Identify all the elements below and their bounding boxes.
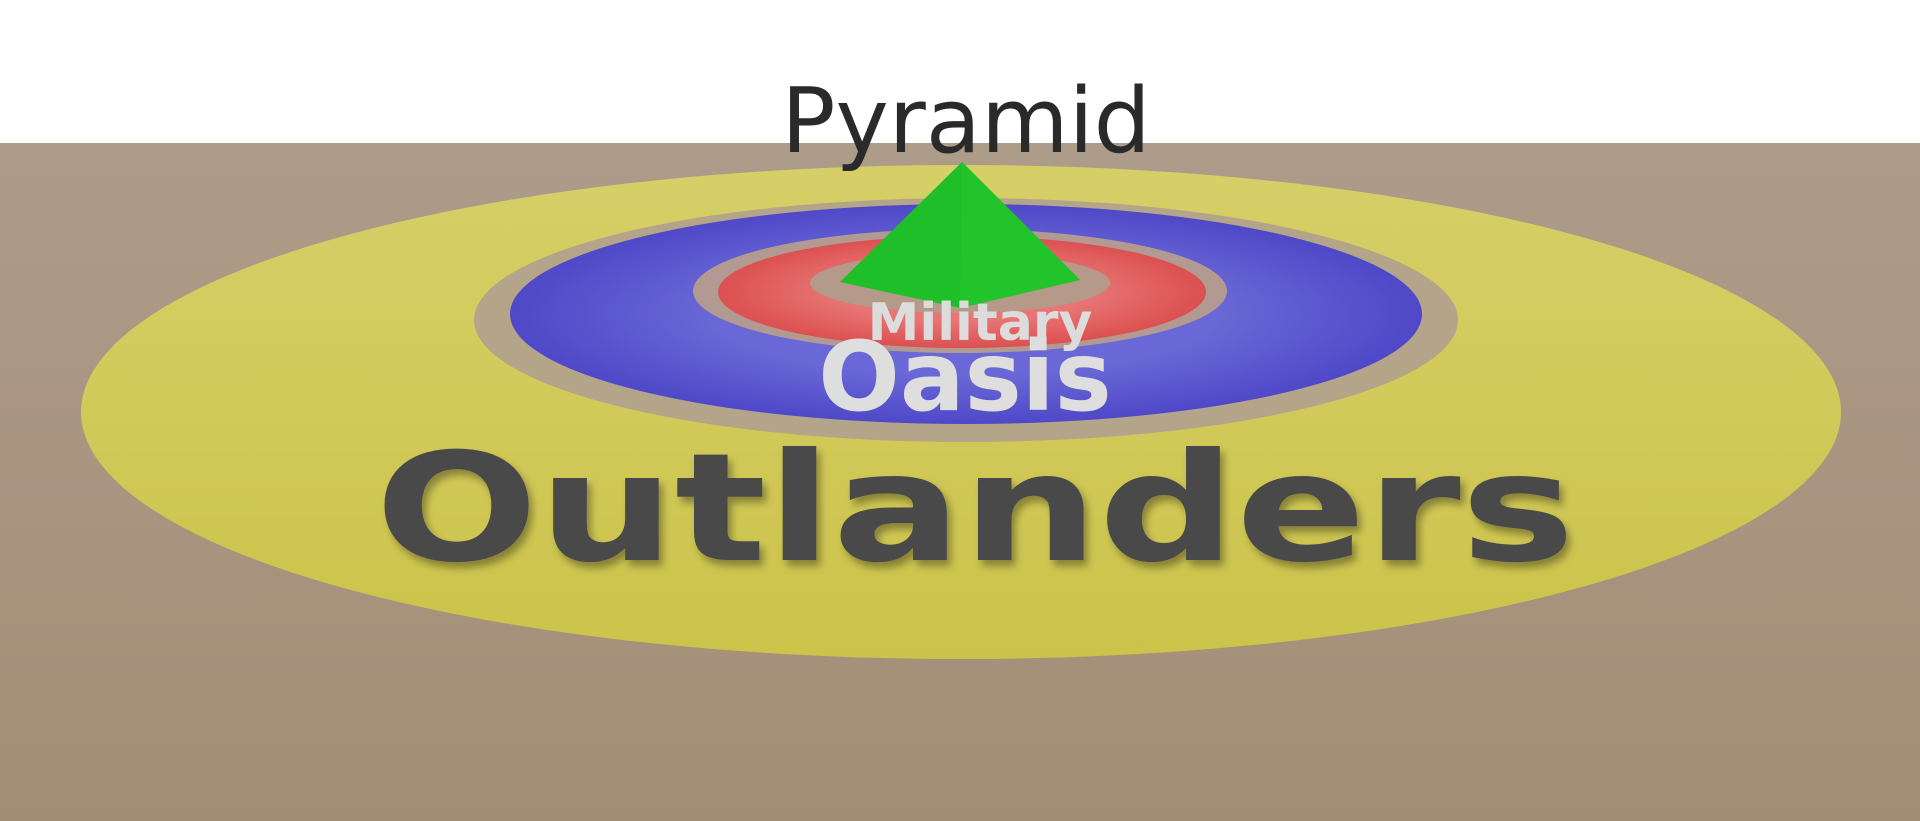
pyramid-label: Pyramid: [781, 69, 1151, 174]
sky-background: [0, 0, 1920, 143]
military-label: Military: [868, 293, 1093, 353]
pyramid-shape: [840, 162, 1080, 308]
oasis-label: Oasis: [818, 321, 1112, 433]
outlanders-label: Outlanders: [375, 422, 1575, 596]
